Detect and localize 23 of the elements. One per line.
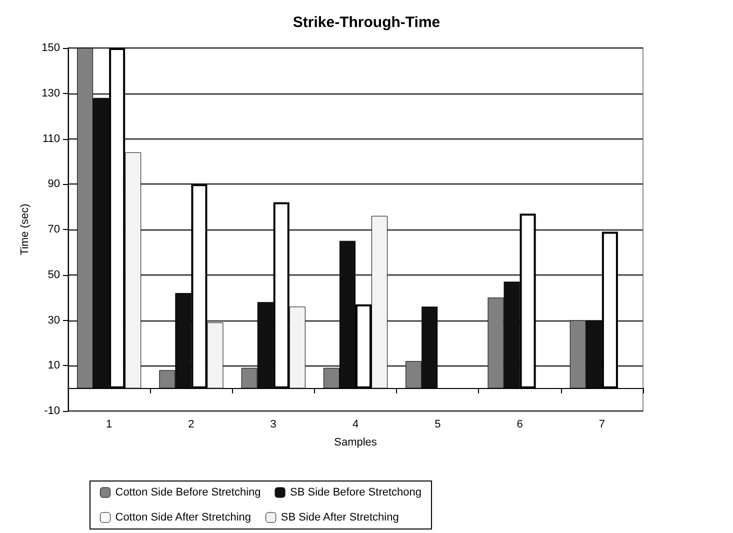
y-tick-label: 70 [48, 224, 60, 236]
y-tick-label: 130 [42, 87, 60, 100]
y-tick-label: 10 [48, 360, 60, 372]
y-tick-label: 30 [48, 314, 60, 326]
x-tick-label: 4 [352, 418, 359, 430]
x-tick-label: 6 [516, 418, 523, 430]
x-tick-label: 1 [106, 418, 112, 430]
y-tick-label: 110 [42, 132, 60, 145]
y-tick-label: 90 [48, 178, 60, 190]
y-tick-label: 150 [42, 42, 60, 54]
y-tick-label: 50 [48, 268, 60, 281]
legend-label: SB Side After Stretching [280, 512, 399, 524]
legend-label: Cotton Side After Stretching [115, 512, 251, 524]
x-tick-label: 7 [598, 418, 605, 430]
y-tick-label: -10 [44, 405, 60, 417]
x-tick-label: 5 [434, 418, 441, 430]
x-tick-label: 2 [188, 418, 194, 430]
legend-label: SB Side Before Stretchong [290, 486, 422, 498]
x-axis-title: Samples [334, 436, 378, 448]
y-axis-title: Time (sec) [19, 204, 32, 256]
legend-label: Cotton Side Before Stretching [115, 486, 261, 498]
x-tick-label: 3 [270, 418, 276, 430]
chart-title: Strike-Through-Time [292, 14, 440, 31]
